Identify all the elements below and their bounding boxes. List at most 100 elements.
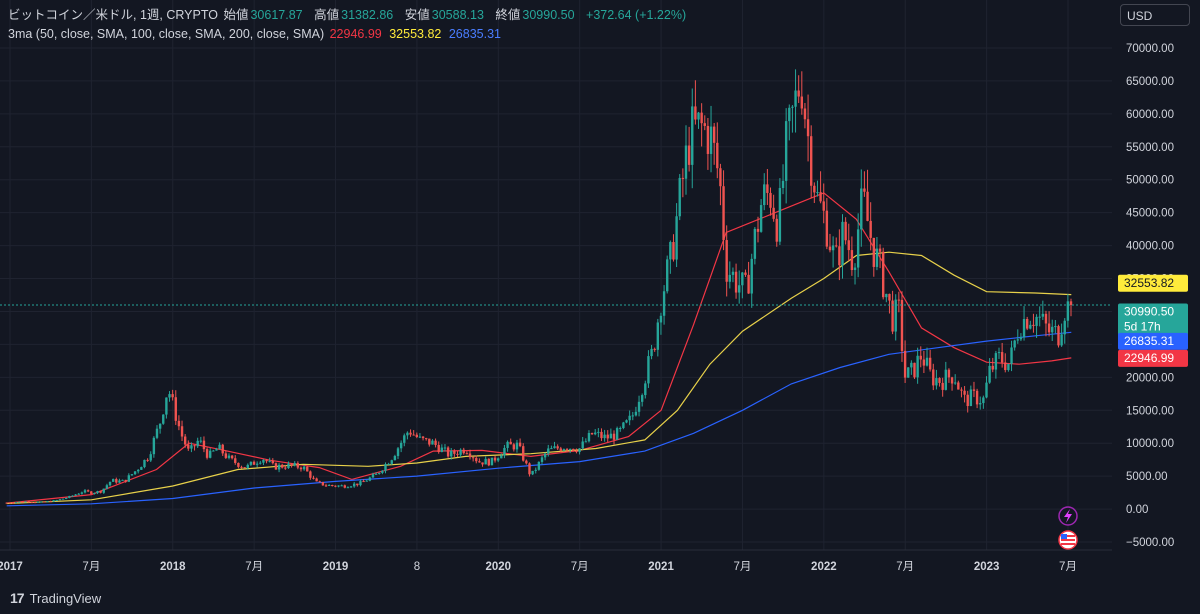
candle	[36, 501, 40, 503]
candle	[622, 421, 625, 430]
candle	[111, 478, 115, 482]
price-tick-label: 50000.00	[1126, 175, 1174, 187]
time-tick-label: 2021	[648, 561, 674, 573]
candle	[274, 462, 278, 470]
candle	[215, 447, 218, 451]
candle	[171, 389, 174, 401]
candle	[772, 194, 775, 222]
candle	[584, 438, 588, 443]
candle	[1060, 323, 1063, 347]
tradingview-logo-icon: 17	[10, 590, 25, 606]
candle	[424, 437, 428, 441]
candle	[1032, 313, 1035, 333]
ma-row[interactable]: 3ma (50, close, SMA, 100, close, SMA, 20…	[8, 25, 694, 44]
candle	[515, 439, 519, 453]
candle	[265, 459, 268, 464]
candle	[860, 169, 863, 247]
candle	[390, 459, 393, 465]
candle	[218, 442, 221, 450]
open-label: 始値	[223, 8, 249, 22]
candle	[725, 225, 728, 297]
candle	[950, 376, 954, 391]
candle	[1069, 298, 1073, 317]
candle	[640, 393, 644, 407]
candle	[847, 223, 850, 262]
candle	[224, 450, 228, 460]
candle	[359, 479, 362, 487]
candle	[121, 479, 124, 481]
candle	[835, 237, 838, 248]
candle	[675, 203, 678, 268]
candle	[1047, 311, 1051, 337]
candle	[506, 440, 509, 452]
time-tick-label: 7月	[571, 561, 589, 573]
candle	[65, 497, 68, 500]
candle	[888, 293, 891, 314]
candle	[46, 501, 49, 503]
candle	[938, 377, 941, 387]
high-label: 高値	[314, 8, 340, 22]
candle	[468, 449, 472, 460]
lightning-icon[interactable]	[1058, 506, 1078, 526]
candle	[352, 481, 356, 488]
ma100-value: 32553.82	[389, 27, 442, 41]
candle	[346, 486, 350, 489]
candle	[900, 291, 904, 362]
time-tick-label: 2023	[974, 561, 1000, 573]
candle	[666, 255, 669, 294]
time-axis[interactable]: 2017 7月 2018 7月 2019 8 2020 7月 2021 7月 2022 7月 2023 7…	[0, 561, 1077, 573]
candle	[96, 490, 99, 495]
candle	[709, 105, 713, 173]
candle	[399, 440, 403, 453]
candle	[650, 344, 653, 360]
candle	[694, 80, 697, 125]
candle	[55, 499, 59, 502]
candle	[21, 501, 24, 503]
candle	[966, 390, 969, 413]
candle	[534, 467, 537, 474]
candle	[299, 466, 303, 472]
candle	[819, 171, 822, 204]
candle	[916, 347, 919, 384]
candle	[572, 448, 575, 452]
event-icons	[1058, 506, 1078, 550]
candle	[841, 214, 844, 279]
candle	[903, 340, 907, 383]
candle	[162, 414, 165, 425]
currency-button[interactable]: USD	[1120, 4, 1190, 26]
candle	[378, 472, 381, 475]
candle	[1041, 300, 1045, 321]
candle	[443, 444, 447, 452]
candle	[844, 217, 847, 245]
candle	[828, 233, 832, 253]
candle	[49, 500, 52, 503]
us-flag-icon[interactable]	[1058, 530, 1078, 550]
candle	[825, 197, 829, 250]
price-tick-label: 65000.00	[1126, 76, 1174, 88]
candle	[578, 448, 581, 455]
candle	[306, 465, 309, 472]
candle	[180, 420, 184, 442]
candle	[672, 234, 675, 262]
candle	[143, 459, 146, 469]
tradingview-brand[interactable]: 17 TradingView	[10, 590, 101, 606]
candle	[969, 385, 973, 407]
candle	[803, 102, 807, 129]
candle	[669, 240, 672, 274]
candle	[1016, 329, 1019, 344]
moving-average-lines	[6, 192, 1072, 507]
candle	[1029, 320, 1032, 330]
candle	[656, 318, 660, 357]
candle	[979, 396, 982, 410]
candle	[963, 386, 966, 403]
candle	[287, 461, 290, 469]
symbol-label[interactable]: ビットコイン／米ドル, 1週, CRYPTO	[8, 8, 218, 22]
price-axis[interactable]: 70000.00 65000.00 60000.00 55000.00 50000.00…	[1126, 43, 1174, 549]
time-tick-label: 2019	[323, 561, 349, 573]
candle	[540, 455, 544, 465]
time-tick-label: 8	[414, 561, 420, 573]
candle	[252, 460, 256, 465]
candle	[450, 447, 453, 460]
